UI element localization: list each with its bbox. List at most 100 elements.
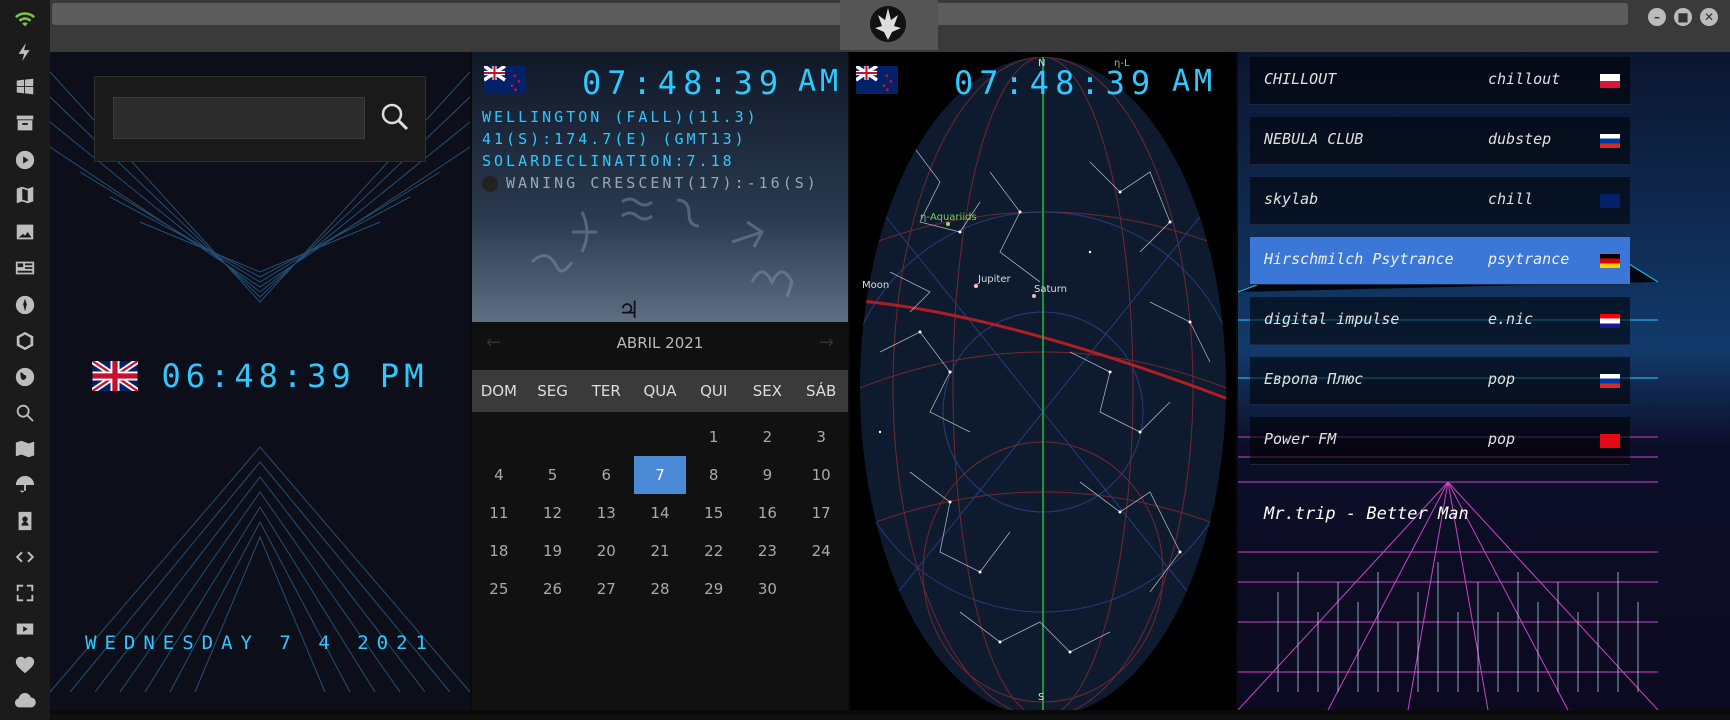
calendar-day[interactable]: 26 — [543, 580, 563, 598]
south-label: S — [1038, 692, 1045, 703]
calendar-day[interactable]: 7 — [634, 456, 686, 494]
calendar-day[interactable]: 12 — [543, 504, 563, 522]
local-date: WEDNESDAY 7 4 2021 — [85, 632, 435, 654]
wifi-icon[interactable] — [10, 4, 40, 34]
calendar-day[interactable]: 8 — [708, 466, 719, 484]
sky-map[interactable] — [850, 52, 1236, 710]
saturn-label: Saturn — [1034, 284, 1068, 295]
local-clock: 06:48:39 PM — [50, 357, 470, 395]
station-genre: pop — [1488, 430, 1516, 448]
close-button[interactable]: ✕ — [1700, 8, 1718, 26]
de-flag-icon — [1600, 254, 1620, 268]
calendar-day[interactable]: 3 — [816, 428, 826, 446]
news-icon[interactable] — [10, 253, 40, 283]
solar-declination-line: SOLARDECLINATION:7.18 — [482, 152, 735, 170]
station-row[interactable]: Power FM pop — [1250, 417, 1630, 465]
calendar-day[interactable]: 2 — [762, 428, 773, 446]
sky-map-panel: 07:48:39 AM N η-L S η-Aquariids Moon Jup… — [850, 52, 1236, 710]
calendar-day[interactable]: 10 — [811, 466, 831, 484]
pl-flag-icon — [1600, 74, 1620, 88]
station-genre: dubstep — [1488, 130, 1552, 148]
search-input[interactable] — [113, 97, 365, 139]
fullscreen-icon[interactable] — [10, 578, 40, 608]
calendar-day[interactable]: 25 — [489, 580, 509, 598]
calendar-day[interactable]: 17 — [811, 504, 831, 522]
calendar-day[interactable]: 24 — [811, 542, 831, 560]
calendar-empty-cell — [526, 418, 580, 456]
calendar-day[interactable]: 13 — [596, 504, 616, 522]
calendar-empty-cell — [472, 418, 526, 456]
moon-label: Moon — [862, 280, 890, 291]
calendar-day[interactable]: 1 — [708, 428, 719, 446]
hexagon-icon[interactable] — [10, 326, 40, 356]
calendar-day[interactable]: 6 — [601, 466, 612, 484]
minimize-button[interactable]: – — [1648, 8, 1666, 26]
wellington-sky: 07:48:39 AM WELLINGTON (FALL)(11.3) 41(S… — [472, 52, 848, 354]
station-row[interactable]: skylab chill — [1250, 177, 1630, 225]
pattern-background — [50, 71, 470, 693]
calendar-day[interactable]: 14 — [650, 504, 670, 522]
station-row[interactable]: NEBULA CLUB dubstep — [1250, 117, 1630, 165]
calendar-day[interactable]: 23 — [757, 542, 777, 560]
station-genre: e.nic — [1488, 310, 1534, 328]
calendar-day[interactable]: 30 — [757, 580, 777, 598]
wellington-time: 07:48:39 — [582, 64, 785, 102]
coordinates-line: 41(S):174.7(E) (GMT13) — [482, 130, 747, 148]
calendar-next-button[interactable]: → — [818, 332, 834, 353]
station-name: CHILLOUT — [1264, 70, 1337, 88]
calendar-day[interactable]: 18 — [489, 542, 509, 560]
map-icon[interactable] — [10, 434, 40, 464]
uk-flag-icon — [1600, 194, 1620, 208]
calendar-empty-cell — [579, 418, 633, 456]
station-row[interactable]: Hirschmilch Psytrance psytrance — [1250, 237, 1630, 285]
archive-icon[interactable] — [10, 108, 40, 138]
moon-phase-line: WANING CRESCENT(17):-16(S) — [506, 174, 819, 192]
jupiter-symbol: ♃ — [618, 296, 640, 324]
calendar-day[interactable]: 16 — [757, 504, 777, 522]
calendar-month: ABRIL 2021 — [616, 334, 704, 352]
play-icon[interactable] — [10, 145, 40, 175]
map-book-icon[interactable] — [10, 180, 40, 210]
globe-icon[interactable] — [10, 362, 40, 392]
cloud-icon[interactable] — [10, 686, 40, 716]
lightning-icon[interactable] — [10, 37, 40, 67]
calendar-day[interactable]: 19 — [543, 542, 563, 560]
logo-tab[interactable] — [840, 0, 938, 50]
calendar-day[interactable]: 28 — [650, 580, 670, 598]
zodiac-decorations — [530, 197, 794, 298]
ru-flag-icon — [1600, 374, 1620, 388]
maximize-button[interactable]: ■ — [1674, 8, 1692, 26]
umbrella-icon[interactable] — [10, 470, 40, 500]
station-row[interactable]: Европа Плюс pop — [1250, 357, 1630, 405]
calendar-day[interactable]: 21 — [650, 542, 670, 560]
nz-flag-icon — [856, 66, 898, 94]
code-icon[interactable] — [10, 542, 40, 572]
calendar-day[interactable]: 27 — [596, 580, 616, 598]
local-time: 06:48:39 PM — [161, 357, 429, 395]
nz-flag-icon — [484, 66, 526, 94]
youtube-icon[interactable] — [10, 614, 40, 644]
calendar-day[interactable]: 11 — [489, 504, 509, 522]
calendar-day[interactable]: 20 — [596, 542, 616, 560]
calendar-header: ← ABRIL 2021 → — [472, 322, 848, 364]
calendar-day[interactable]: 15 — [704, 504, 724, 522]
station-genre: chillout — [1488, 70, 1561, 88]
magnifier-icon — [381, 103, 409, 131]
sky-time: 07:48:39 — [954, 64, 1157, 102]
calendar-prev-button[interactable]: ← — [486, 332, 502, 353]
rebel-icon[interactable] — [10, 290, 40, 320]
contacts-icon[interactable] — [10, 506, 40, 536]
station-row[interactable]: CHILLOUT chillout — [1250, 57, 1630, 105]
calendar-day[interactable]: 29 — [704, 580, 724, 598]
windows-icon[interactable] — [10, 72, 40, 102]
search-icon[interactable] — [10, 398, 40, 428]
search-button[interactable] — [377, 99, 413, 135]
calendar-day[interactable]: 5 — [547, 466, 558, 484]
heart-icon[interactable] — [10, 650, 40, 680]
calendar-day[interactable]: 4 — [494, 466, 504, 484]
station-row[interactable]: digital impulse e.nic — [1250, 297, 1630, 345]
calendar-day[interactable]: 22 — [704, 542, 724, 560]
rebel-logo-icon — [870, 6, 906, 42]
image-icon[interactable] — [10, 217, 40, 247]
calendar-day[interactable]: 9 — [762, 466, 773, 484]
